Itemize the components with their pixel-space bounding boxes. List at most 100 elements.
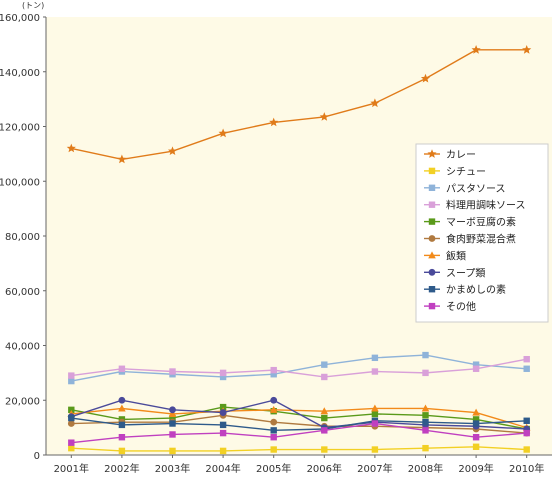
legend-swatch-marker	[428, 251, 436, 259]
data-point	[320, 407, 329, 415]
y-tick-label: 40,000	[5, 342, 40, 353]
x-tick-label: 2009年	[458, 462, 493, 475]
data-point	[422, 369, 429, 377]
data-point	[219, 403, 227, 411]
legend-box	[415, 143, 549, 323]
data-point	[118, 447, 126, 455]
data-point	[422, 427, 429, 434]
y-tick-label: 20,000	[5, 396, 40, 407]
data-point	[219, 447, 227, 455]
legend-item: 飯類	[424, 249, 466, 262]
data-point	[371, 410, 379, 418]
series-group	[68, 355, 530, 381]
x-tick-label: 2004年	[205, 462, 240, 475]
y-tick-label: 100,000	[0, 177, 40, 188]
y-tick-label: 60,000	[5, 287, 40, 298]
data-point	[68, 372, 75, 379]
data-point	[472, 416, 480, 423]
data-point	[270, 434, 277, 441]
data-point	[67, 420, 75, 427]
data-point	[118, 434, 126, 441]
data-point	[270, 446, 277, 453]
series-line	[71, 446, 527, 452]
x-tick-label: 2006年	[307, 462, 342, 475]
legend-item: かまめしの素	[424, 283, 506, 296]
x-axis-ticks: 2001年 2002年 2003年 2004年 2005年 2006年 2007年 2008年…	[54, 455, 544, 475]
data-point	[472, 408, 480, 416]
data-point	[68, 444, 75, 452]
legend-label: その他	[446, 300, 476, 313]
y-tick-label: 0	[34, 451, 40, 462]
legend-label: カレー	[446, 149, 476, 161]
data-point	[472, 365, 480, 372]
data-point	[422, 444, 429, 452]
series-line	[71, 49, 527, 161]
data-point	[118, 421, 126, 429]
data-point	[370, 98, 380, 108]
legend-swatch-marker	[428, 201, 436, 208]
data-point	[219, 429, 227, 437]
legend-label: 飯類	[446, 249, 466, 262]
data-point	[319, 112, 329, 121]
x-tick-label: 2002年	[104, 462, 139, 475]
data-point	[68, 406, 75, 414]
data-point	[167, 146, 178, 156]
x-tick-label: 2003年	[155, 462, 190, 475]
data-point	[321, 414, 328, 422]
legend-label: シチュー	[446, 166, 486, 178]
data-point	[472, 361, 480, 368]
data-point	[68, 414, 75, 422]
data-point	[371, 446, 379, 453]
data-point	[472, 443, 480, 450]
legend: カレーシチューパスタソース料理用調味ソースマーボ豆腐の素食肉野菜混合煮飯類スープ…	[415, 143, 549, 323]
series-line	[71, 417, 527, 432]
data-point	[523, 365, 530, 372]
data-point	[371, 354, 379, 362]
series-line	[71, 407, 527, 429]
legend-item: スープ類	[424, 267, 485, 279]
data-point	[270, 366, 277, 374]
data-point	[219, 369, 227, 377]
data-point	[471, 45, 481, 54]
data-point	[523, 417, 530, 424]
legend-swatch-marker	[428, 235, 436, 242]
data-point	[321, 373, 328, 381]
data-point	[218, 128, 228, 138]
x-tick-label: 2005年	[256, 462, 291, 475]
data-point	[169, 414, 176, 422]
data-point	[371, 420, 379, 427]
data-point	[421, 404, 430, 412]
data-point	[117, 154, 127, 164]
legend-swatch-marker	[428, 167, 436, 175]
series-line	[71, 414, 527, 434]
legend-swatch-marker	[428, 302, 436, 310]
series-group	[66, 45, 532, 164]
data-point	[169, 420, 176, 427]
data-point	[321, 446, 328, 453]
data-point	[420, 73, 431, 83]
data-point	[219, 373, 227, 381]
series-line	[71, 358, 527, 378]
legend-label: パスタソース	[446, 183, 506, 195]
legend-item: パスタソース	[424, 183, 506, 195]
data-point	[522, 45, 532, 54]
data-point	[523, 355, 530, 363]
data-point	[269, 117, 279, 127]
x-tick-label: 2007年	[357, 462, 392, 475]
y-tick-label: 120,000	[0, 123, 40, 134]
data-point	[169, 406, 176, 414]
legend-swatch-marker	[428, 286, 436, 293]
y-tick-label: 140,000	[0, 68, 40, 79]
y-axis-unit-label: (トン)	[22, 1, 44, 10]
data-point	[422, 351, 429, 359]
legend-item: 料理用調味ソース	[424, 199, 526, 212]
legend-label: かまめしの素	[446, 283, 506, 296]
legend-item: その他	[424, 300, 476, 313]
legend-label: 料理用調味ソース	[446, 199, 526, 212]
legend-label: スープ類	[446, 267, 485, 279]
data-point	[270, 427, 277, 434]
data-point	[118, 365, 126, 372]
data-point	[168, 409, 177, 417]
